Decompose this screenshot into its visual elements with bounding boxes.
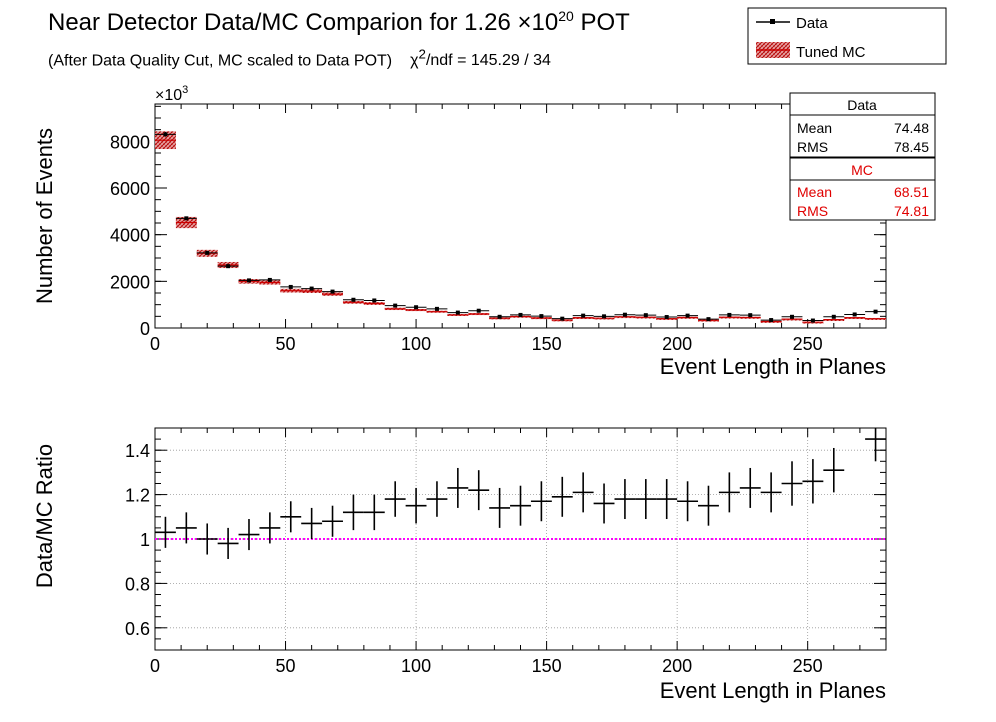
legend-mc-label: Tuned MC bbox=[796, 44, 866, 61]
data-point bbox=[622, 312, 627, 317]
data-point bbox=[330, 289, 335, 294]
top-y-tick-label: 0 bbox=[140, 319, 150, 339]
data-point bbox=[246, 278, 251, 283]
data-point bbox=[267, 277, 272, 282]
stats-data-rms-value: 78.45 bbox=[894, 139, 929, 155]
data-point bbox=[309, 286, 314, 291]
top-x-tick-label: 0 bbox=[150, 334, 160, 354]
data-point bbox=[351, 297, 356, 302]
stats-mc-rms-value: 74.81 bbox=[894, 203, 929, 219]
bottom-x-tick-label: 50 bbox=[276, 656, 296, 676]
data-point bbox=[643, 313, 648, 318]
data-point bbox=[434, 306, 439, 311]
data-point bbox=[372, 298, 377, 303]
top-y-tick-label: 2000 bbox=[110, 272, 150, 292]
top-y-tick-label: 6000 bbox=[110, 179, 150, 199]
bottom-x-tick-label: 100 bbox=[401, 656, 431, 676]
data-point bbox=[831, 314, 836, 319]
bottom-x-axis-label: Event Length in Planes bbox=[660, 678, 886, 703]
data-point bbox=[539, 314, 544, 319]
stats-mc-mean-value: 68.51 bbox=[894, 184, 929, 200]
stats-data-title: Data bbox=[847, 97, 877, 113]
bottom-panel: 0 50 100 150 200 250 0.6 0.8 1 1.2 1.4 Event Lengt… bbox=[32, 427, 887, 703]
bottom-x-tick-label: 200 bbox=[662, 656, 692, 676]
data-point bbox=[790, 314, 795, 319]
legend-data-label: Data bbox=[796, 15, 828, 32]
stats-mc-mean-label: Mean bbox=[797, 184, 832, 200]
data-point bbox=[497, 314, 502, 319]
bottom-y-tick-label: 0.8 bbox=[125, 574, 150, 594]
data-point bbox=[226, 264, 231, 269]
data-point bbox=[873, 309, 878, 314]
stats-box-data: Data Mean 74.48 RMS 78.45 bbox=[789, 92, 936, 158]
stats-box-mc: MC Mean 68.51 RMS 74.81 bbox=[789, 157, 936, 221]
top-x-tick-label: 50 bbox=[276, 334, 296, 354]
top-x-tick-label: 100 bbox=[401, 334, 431, 354]
top-x-tick-label: 250 bbox=[793, 334, 823, 354]
top-x-axis-label: Event Length in Planes bbox=[660, 354, 886, 379]
data-point bbox=[852, 312, 857, 317]
data-point bbox=[664, 315, 669, 320]
stats-data-mean-label: Mean bbox=[797, 120, 832, 136]
bottom-y-tick-label: 0.6 bbox=[125, 619, 150, 639]
legend-data-marker bbox=[770, 19, 775, 24]
data-point bbox=[455, 310, 460, 315]
data-point bbox=[602, 314, 607, 319]
bottom-y-tick-label: 1 bbox=[140, 530, 150, 550]
bottom-x-tick-label: 250 bbox=[793, 656, 823, 676]
data-point bbox=[706, 317, 711, 322]
data-point bbox=[288, 284, 293, 289]
data-point bbox=[414, 305, 419, 310]
stats-data-mean-value: 74.48 bbox=[894, 120, 929, 136]
stats-data-rms-label: RMS bbox=[797, 139, 828, 155]
data-point bbox=[205, 250, 210, 255]
data-point bbox=[163, 132, 168, 137]
data-point bbox=[518, 312, 523, 317]
y-multiplier: ×103 bbox=[155, 84, 188, 104]
chart-subtitle: (After Data Quality Cut, MC scaled to Da… bbox=[48, 47, 551, 70]
top-x-tick-label: 200 bbox=[662, 334, 692, 354]
data-point bbox=[581, 313, 586, 318]
legend: Data Tuned MC bbox=[747, 7, 947, 65]
bottom-y-axis-label: Data/MC Ratio bbox=[32, 444, 57, 588]
top-panel: 0 50 100 150 200 250 0 2000 4000 6000 8000 ×103 Ev… bbox=[32, 84, 887, 379]
data-point bbox=[393, 303, 398, 308]
data-point bbox=[184, 216, 189, 221]
bottom-y-tick-label: 1.2 bbox=[125, 486, 150, 506]
data-point bbox=[476, 308, 481, 313]
data-point bbox=[560, 316, 565, 321]
bottom-x-tick-label: 150 bbox=[532, 656, 562, 676]
chart-title: Near Detector Data/MC Comparion for 1.26… bbox=[48, 8, 630, 36]
top-x-tick-label: 150 bbox=[532, 334, 562, 354]
top-y-tick-label: 8000 bbox=[110, 132, 150, 152]
bottom-x-tick-label: 0 bbox=[150, 656, 160, 676]
bottom-y-tick-label: 1.4 bbox=[125, 441, 150, 461]
stats-mc-title: MC bbox=[851, 162, 873, 178]
data-point bbox=[810, 318, 815, 323]
data-point bbox=[727, 312, 732, 317]
top-y-tick-label: 4000 bbox=[110, 226, 150, 246]
top-y-axis-label: Number of Events bbox=[32, 128, 57, 304]
data-point bbox=[769, 318, 774, 323]
data-point bbox=[685, 313, 690, 318]
data-point bbox=[748, 313, 753, 318]
stats-mc-rms-label: RMS bbox=[797, 203, 828, 219]
